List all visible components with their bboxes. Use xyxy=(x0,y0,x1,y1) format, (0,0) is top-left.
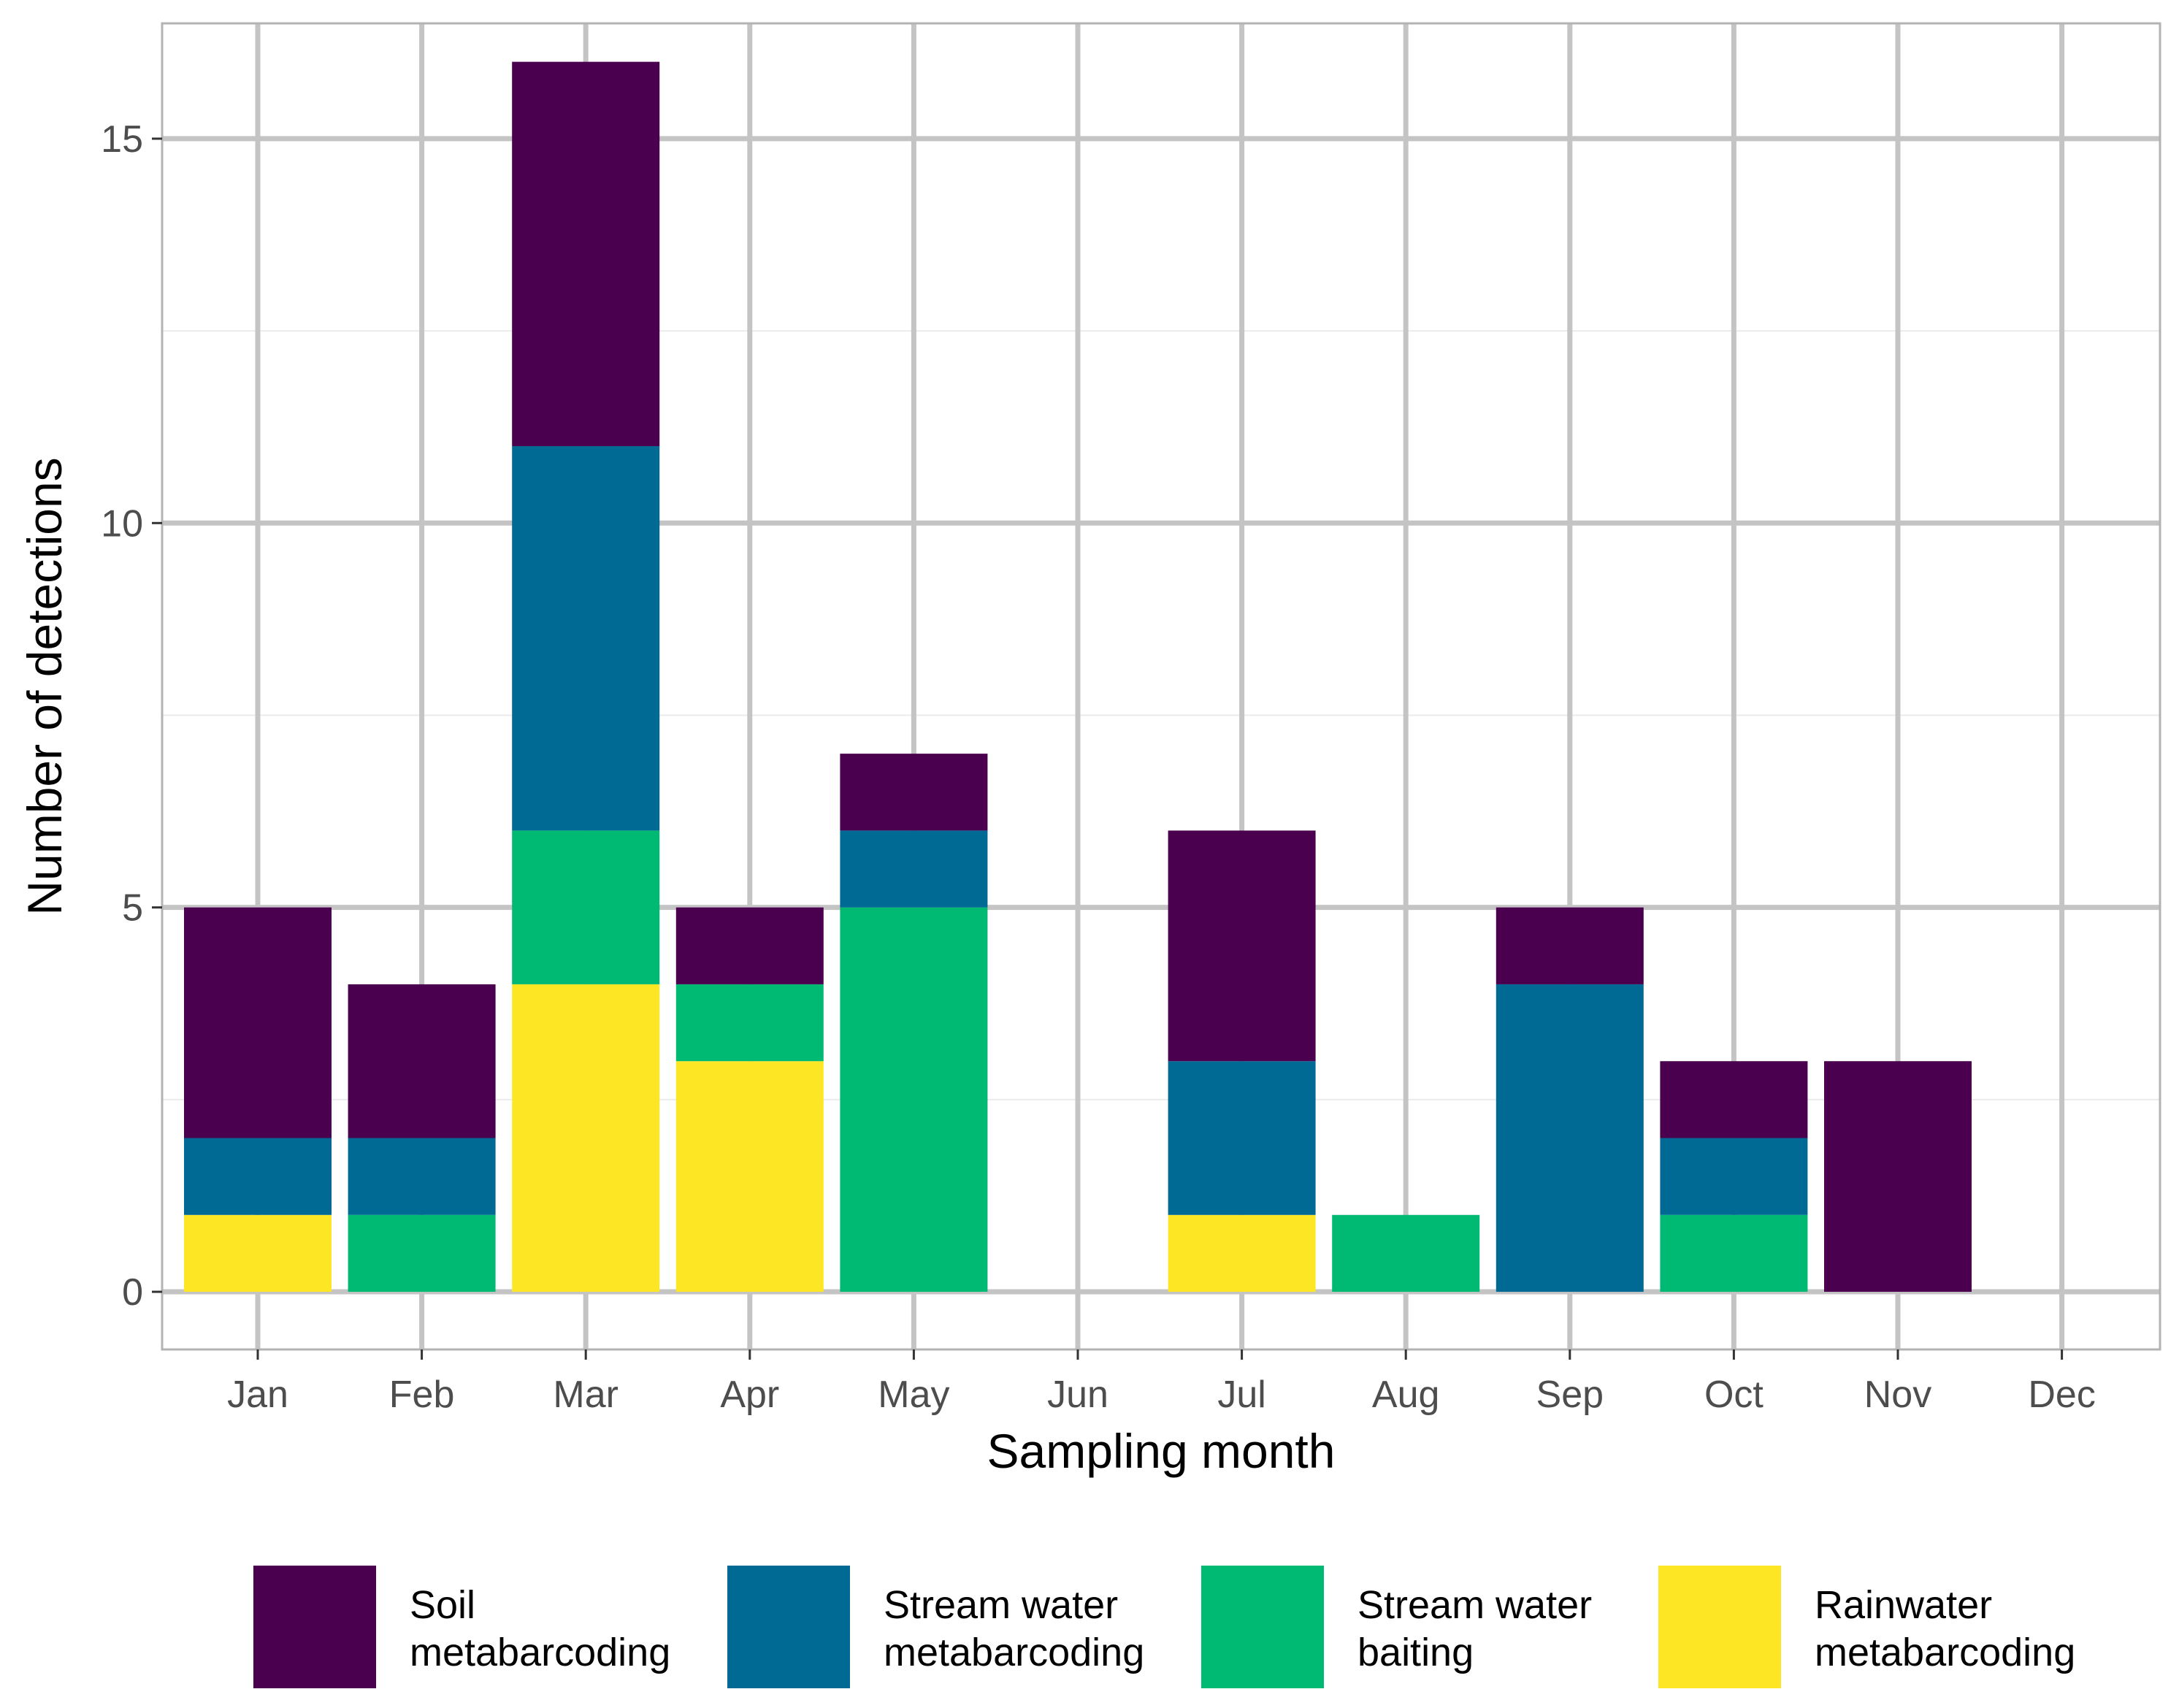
x-axis-ticks: Jan Feb Mar Apr May Jun Jul Aug Sep Oct Nov Dec xyxy=(227,1349,2096,1416)
bar-segment xyxy=(348,984,496,1138)
legend-label: Stream water baiting xyxy=(1357,1583,1592,1674)
plot-panel-border xyxy=(161,22,2161,1351)
legend-label: Soil metabarcoding xyxy=(410,1583,670,1674)
bar-segment xyxy=(184,907,332,1138)
bar-segment xyxy=(512,984,660,1293)
bar-segment xyxy=(348,1214,496,1293)
bar-segment xyxy=(1168,1214,1316,1293)
bar-segment xyxy=(512,830,660,984)
y-tick-label: 10 xyxy=(101,502,143,545)
bar-segment xyxy=(1660,1214,1808,1293)
bar-segment xyxy=(184,1138,332,1215)
legend-label: Rainwater metabarcoding xyxy=(1815,1583,2075,1674)
x-tick-label: Nov xyxy=(1864,1374,1931,1416)
legend-label: Stream water metabarcoding xyxy=(884,1583,1144,1674)
y-axis-ticks: 0 5 10 15 xyxy=(101,118,162,1314)
bar-segment xyxy=(1496,984,1644,1293)
x-tick-label: May xyxy=(878,1374,949,1416)
y-tick-label: 15 xyxy=(101,118,143,161)
x-tick-label: Aug xyxy=(1372,1374,1440,1416)
y-axis-title: Number of detections xyxy=(18,457,72,915)
x-tick-label: Jan xyxy=(227,1374,288,1416)
bar-segment xyxy=(512,61,660,447)
legend-key xyxy=(727,1566,850,1688)
y-tick-label: 5 xyxy=(122,887,143,930)
bar-segment xyxy=(840,907,988,1293)
x-tick-label: Jun xyxy=(1047,1374,1108,1416)
bar-segment xyxy=(675,907,824,984)
x-tick-label: Dec xyxy=(2028,1374,2095,1416)
bar-segment xyxy=(675,1061,824,1293)
bar-segment xyxy=(1168,830,1316,1062)
bar-segment xyxy=(675,984,824,1062)
x-tick-label: Sep xyxy=(1536,1374,1604,1416)
x-tick-label: Mar xyxy=(553,1374,619,1416)
legend-key xyxy=(1201,1566,1324,1688)
bar-segment xyxy=(1660,1138,1808,1215)
bar-segment xyxy=(840,830,988,908)
bars xyxy=(184,61,1972,1293)
x-tick-label: Jul xyxy=(1217,1374,1265,1416)
y-tick-label: 0 xyxy=(122,1271,143,1314)
bar-segment xyxy=(840,754,988,831)
x-axis-title: Sampling month xyxy=(987,1424,1336,1478)
bar-segment xyxy=(1168,1061,1316,1215)
legend-key xyxy=(1658,1566,1781,1688)
legend: Soil metabarcoding Stream water metabarcodi… xyxy=(253,1566,2075,1688)
bar-segment xyxy=(512,446,660,831)
bar-segment xyxy=(1332,1214,1480,1293)
bar-segment xyxy=(184,1214,332,1293)
x-tick-label: Apr xyxy=(720,1374,779,1416)
bar-segment xyxy=(1496,907,1644,984)
bar-segment xyxy=(348,1138,496,1215)
x-tick-label: Oct xyxy=(1704,1374,1764,1416)
bar-segment xyxy=(1824,1061,1972,1293)
bar-segment xyxy=(1660,1061,1808,1138)
legend-key xyxy=(253,1566,376,1688)
x-tick-label: Feb xyxy=(389,1374,455,1416)
